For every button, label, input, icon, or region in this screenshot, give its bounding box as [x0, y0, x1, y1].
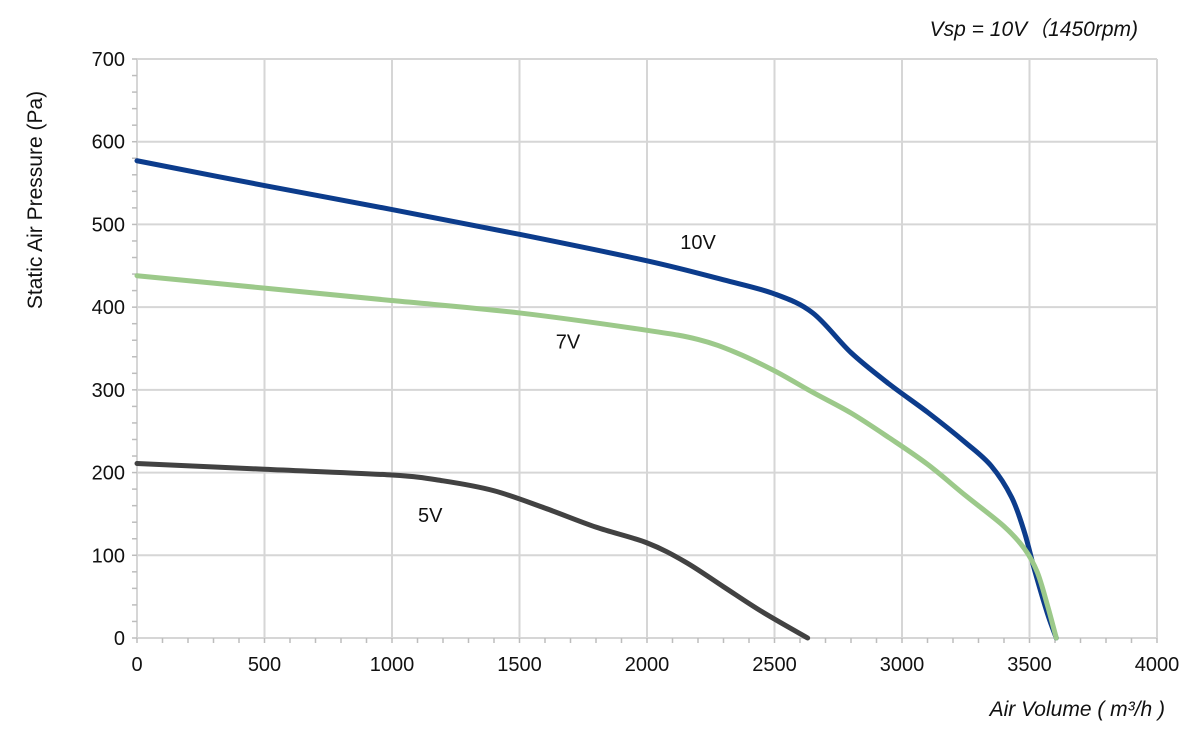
chart-subtitle: Vsp = 10V（1450rpm): [930, 18, 1138, 41]
series-label-10v: 10V: [680, 232, 716, 254]
y-tick-label: 400: [92, 297, 125, 319]
series-annotations: 10V 7V 5V: [418, 232, 716, 527]
y-tick-label: 0: [114, 628, 125, 650]
y-tick-label: 700: [92, 49, 125, 71]
series-line-10v: [134, 158, 1059, 641]
tick-labels: 0 500 1000 1500 2000 2500 3000 3500 4000 0 100 200 3…: [92, 49, 1180, 676]
x-tick-label: 1500: [497, 654, 542, 676]
y-tick-label: 500: [92, 214, 125, 236]
series-label-5v: 5V: [418, 505, 443, 527]
x-tick-label: 3000: [880, 654, 925, 676]
y-axis-title: Static Air Pressure (Pa): [24, 91, 47, 309]
grid: [136, 58, 1158, 639]
x-tick-label: 3500: [1007, 654, 1052, 676]
x-tick-label: 2500: [752, 654, 797, 676]
series-line-7v: [134, 273, 1059, 641]
minor-ticks: [132, 58, 1158, 643]
x-tick-label: 500: [248, 654, 281, 676]
x-axis-title: Air Volume ( m³/h ): [988, 698, 1165, 721]
x-tick-label: 4000: [1135, 654, 1180, 676]
x-tick-label: 0: [131, 654, 142, 676]
series-label-7v: 7V: [556, 332, 581, 354]
y-tick-label: 600: [92, 132, 125, 154]
x-tick-label: 2000: [625, 654, 670, 676]
y-tick-label: 100: [92, 545, 125, 567]
x-tick-label: 1000: [370, 654, 415, 676]
y-tick-label: 200: [92, 463, 125, 485]
series-lines: [134, 158, 1059, 641]
y-tick-label: 300: [92, 380, 125, 402]
series-line-5v: [134, 460, 811, 641]
